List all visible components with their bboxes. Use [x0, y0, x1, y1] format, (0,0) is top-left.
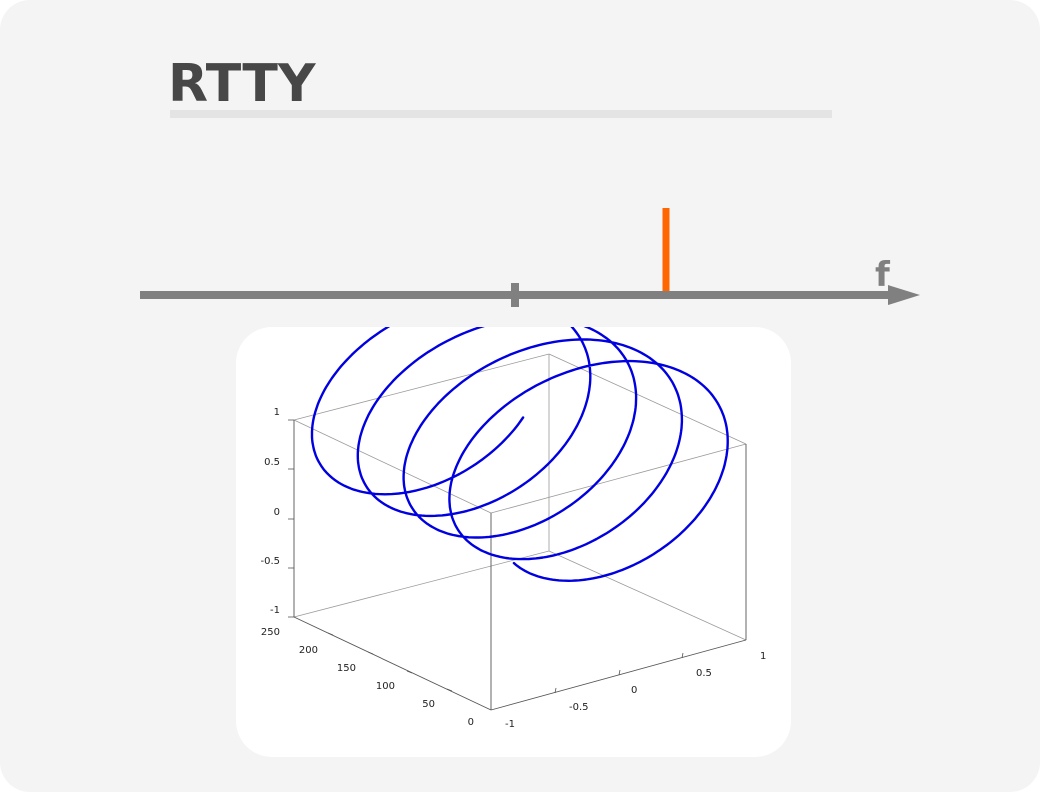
plot-box-front-edges — [293, 420, 747, 711]
x-tick-label: -0.5 — [569, 702, 589, 713]
y-tick-label: 200 — [299, 645, 318, 656]
y-tick-label: 250 — [261, 627, 280, 638]
z-axis-ticks: 1 0.5 0 -0.5 -1 — [260, 407, 280, 616]
z-tick-label: 1 — [274, 407, 280, 418]
plot-card: 1 0.5 0 -0.5 -1 250 200 150 100 50 0 -1 … — [236, 327, 791, 757]
axis-tick-marks — [288, 419, 684, 694]
frequency-axis-label: f — [875, 255, 891, 295]
y-tick-label: 0 — [468, 717, 474, 728]
z-tick-label: 0.5 — [264, 457, 280, 468]
z-tick-label: -0.5 — [260, 556, 280, 567]
x-tick-label: 0 — [631, 685, 637, 696]
x-tick-label: 1 — [760, 651, 766, 662]
z-tick-label: 0 — [274, 507, 280, 518]
y-tick-label: 150 — [337, 663, 356, 674]
title-underline — [170, 110, 832, 118]
slide-title: RTTY — [168, 54, 316, 114]
y-axis-ticks: 250 200 150 100 50 0 — [261, 627, 474, 728]
helix-curve — [310, 327, 729, 582]
y-tick-label: 100 — [376, 681, 395, 692]
y-tick-label: 50 — [422, 699, 435, 710]
x-tick-label: -1 — [505, 719, 515, 730]
z-tick-label: -1 — [270, 605, 280, 616]
x-axis-ticks: -1 -0.5 0 0.5 1 — [505, 651, 766, 730]
spectrum-diagram: f — [140, 208, 920, 307]
x-tick-label: 0.5 — [696, 668, 712, 679]
helix-3d-plot: 1 0.5 0 -0.5 -1 250 200 150 100 50 0 -1 … — [260, 327, 766, 730]
frequency-axis-arrowhead — [888, 285, 920, 305]
plot-box-back-edges — [293, 353, 747, 641]
